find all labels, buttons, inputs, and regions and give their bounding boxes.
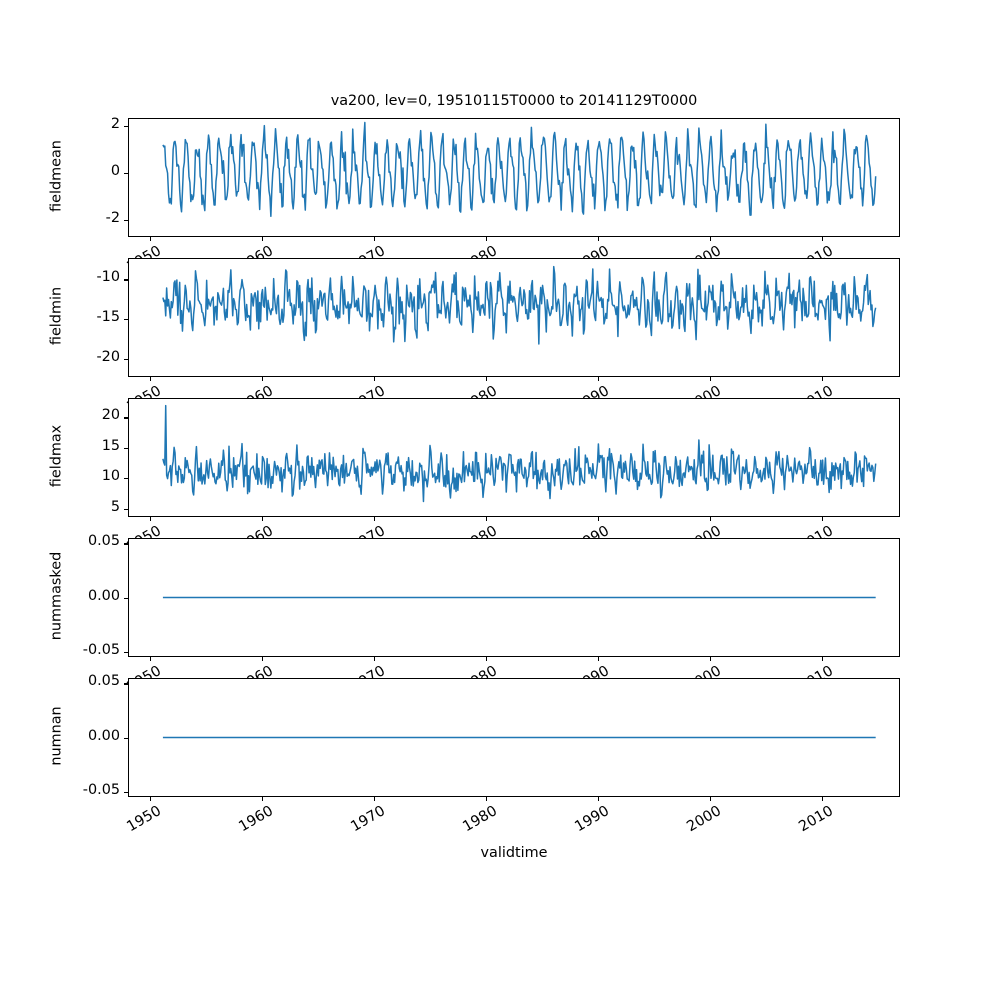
y-tick-mark [124,447,128,449]
y-tick-mark [124,219,128,221]
y-tick-label: 5 [110,498,120,515]
subplot-fieldmean [128,118,900,237]
x-tick-mark [821,377,823,381]
y-axis-label-fieldmax: fieldmax [48,424,64,487]
x-tick-label-2000: 2000 [684,803,724,836]
data-line-fieldmin [163,267,876,344]
x-tick-mark [374,237,376,241]
x-tick-mark [374,517,376,521]
x-tick-mark [597,797,599,801]
y-axis-label-nummasked: nummasked [48,551,64,640]
y-tick-label: 2 [110,116,120,133]
y-tick-label: 15 [101,437,120,454]
x-tick-mark [709,377,711,381]
y-tick-label: 0.00 [87,587,120,604]
y-tick-label: -0.05 [82,641,120,658]
x-tick-mark [486,517,488,521]
x-tick-mark [709,517,711,521]
x-axis-label: validtime [480,845,548,861]
y-tick-mark [124,478,128,480]
y-tick-mark [124,508,128,510]
y-axis-label-numnan: numnan [48,705,64,766]
y-tick-label: 0.05 [87,673,120,690]
y-tick-label: -0.05 [82,781,120,798]
y-tick-mark [124,543,128,545]
x-tick-mark [150,657,152,661]
y-tick-label: 10 [101,468,120,485]
subplot-nummasked [128,538,900,657]
y-tick-mark [124,737,128,739]
y-tick-mark [124,319,128,321]
y-tick-label: 0.05 [87,533,120,550]
x-tick-mark [597,377,599,381]
x-tick-mark [374,657,376,661]
y-tick-mark [124,126,128,128]
y-tick-mark [124,597,128,599]
x-tick-label-1950: 1950 [124,803,165,836]
figure-title: va200, lev=0, 19510115T0000 to 20141129T… [330,93,698,109]
x-tick-mark [486,237,488,241]
y-tick-mark [124,417,128,419]
subplot-numnan [128,678,900,797]
y-tick-mark [124,651,128,653]
y-tick-mark [124,358,128,360]
x-tick-mark [709,237,711,241]
x-tick-mark [262,377,264,381]
y-tick-mark [124,683,128,685]
y-axis-label-fieldmin: fieldmin [48,286,64,345]
x-tick-mark [486,797,488,801]
x-tick-mark [486,377,488,381]
x-tick-mark [150,237,152,241]
x-tick-mark [821,237,823,241]
y-tick-label: 20 [101,407,120,424]
x-tick-mark [821,657,823,661]
x-tick-mark [262,797,264,801]
x-tick-mark [709,657,711,661]
subplot-fieldmax [128,398,900,517]
y-tick-label: -10 [96,269,120,286]
x-tick-mark [262,517,264,521]
x-tick-label-2010: 2010 [795,803,836,836]
y-tick-label: -15 [96,309,120,326]
x-tick-mark [597,517,599,521]
x-tick-mark [262,657,264,661]
y-tick-label: -20 [96,348,120,365]
y-axis-label-fieldmean: fieldmean [48,139,64,212]
y-tick-label: 0.00 [87,727,120,744]
x-tick-label-1960: 1960 [236,803,277,836]
y-tick-label: -2 [105,209,120,226]
x-tick-mark [709,797,711,801]
y-tick-mark [124,791,128,793]
x-tick-mark [150,517,152,521]
x-tick-mark [821,517,823,521]
data-line-fieldmax [163,406,876,502]
data-line-fieldmean [163,123,876,217]
x-tick-mark [374,797,376,801]
x-tick-mark [821,797,823,801]
x-tick-mark [374,377,376,381]
x-tick-mark [486,657,488,661]
y-tick-label: 0 [110,162,120,179]
subplot-fieldmin [128,258,900,377]
x-tick-label-1970: 1970 [348,803,389,836]
x-tick-label-1990: 1990 [572,803,612,836]
x-tick-mark [150,797,152,801]
x-tick-mark [150,377,152,381]
y-tick-mark [124,172,128,174]
x-tick-mark [262,237,264,241]
x-tick-mark [597,237,599,241]
x-tick-label-1980: 1980 [460,803,501,836]
y-tick-mark [124,279,128,281]
x-tick-mark [597,657,599,661]
